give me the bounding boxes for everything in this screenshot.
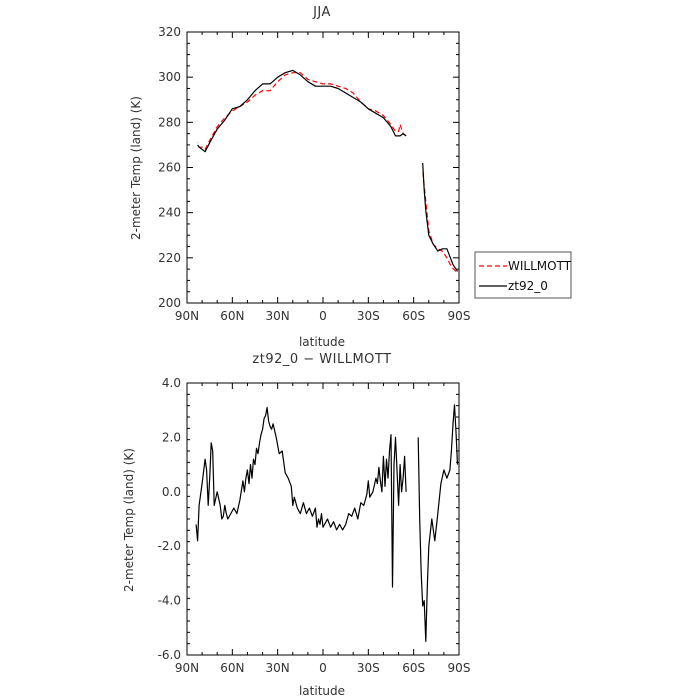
bottom-chart-x-tick-label: 60S [402,661,425,675]
legend-label-willmott: WILLMOTT [508,259,572,273]
top-chart-y-tick-label: 200 [158,296,181,310]
bottom-chart-y-tick-label: 2.0 [162,430,181,444]
top-chart-x-tick-label: 60N [220,309,244,323]
top-chart-y-tick-label: 280 [158,115,181,129]
top-chart-series-zt92-0-line [422,162,459,272]
bottom-chart-x-tick-label: 90N [175,661,199,675]
bottom-chart-y-tick-label: 0.0 [162,485,181,499]
bottom-chart-series-difference-line [195,406,407,588]
top-chart-y-tick-label: 240 [158,206,181,220]
top-chart-x-tick-label: 60S [402,309,425,323]
top-chart-plot: 90N 60N 30N 0 30S 60S 90S 200 220 240 260 280 300 320 [158,25,470,323]
top-chart-legend: WILLMOTT zt92_0 [474,251,572,299]
bottom-chart-x-axis-title: latitude [299,684,345,698]
top-chart-x-tick-label: 90S [448,309,471,323]
top-chart-x-tick-label: 30N [266,309,290,323]
bottom-chart-y-axis-title: 2-meter Temp (land) (K) [122,448,136,592]
bottom-chart-x-tick-label: 90S [448,661,471,675]
top-chart-y-tick-label: 320 [158,25,181,39]
bottom-chart-x-tick-label: 30S [357,661,380,675]
bottom-chart-y-tick-label: -2.0 [158,539,181,553]
top-chart-y-tick-label: 220 [158,251,181,265]
top-chart-y-tick-label: 260 [158,161,181,175]
legend-label-zt92-0: zt92_0 [508,279,548,293]
bottom-chart-title: zt92_0 − WILLMOTT [252,352,391,367]
top-chart-series-willmott-line [197,72,407,150]
top-chart-title: JJA [312,5,331,20]
bottom-chart-x-tick-label: 60N [220,661,244,675]
bottom-chart-y-tick-label: -6.0 [158,648,181,662]
bottom-chart-y-tick-label: -4.0 [158,594,181,608]
legend-frame [474,251,572,299]
bottom-chart-plot: 90N 60N 30N 0 30S 60S 90S 4.0 2.0 0.0 -2.0 -4.0 -6.0 [158,376,471,675]
top-chart-x-axis-title: latitude [299,335,345,349]
top-chart-x-tick-label: 30S [357,309,380,323]
top-chart-x-tick-label: 0 [319,309,327,323]
top-chart-series-zt92-0-line [197,69,407,153]
top-chart-frame [186,31,460,304]
top-chart-series-willmott-line [422,169,457,272]
top-chart-x-tick-label: 90N [175,309,199,323]
top-chart-y-axis-title: 2-meter Temp (land) (K) [129,96,143,240]
bottom-chart-x-tick-label: 30N [266,661,290,675]
top-chart-y-tick-label: 300 [158,70,181,84]
bottom-chart-x-tick-label: 0 [319,661,327,675]
bottom-chart-y-tick-label: 4.0 [162,376,181,390]
bottom-chart-series-difference-line [417,404,459,643]
